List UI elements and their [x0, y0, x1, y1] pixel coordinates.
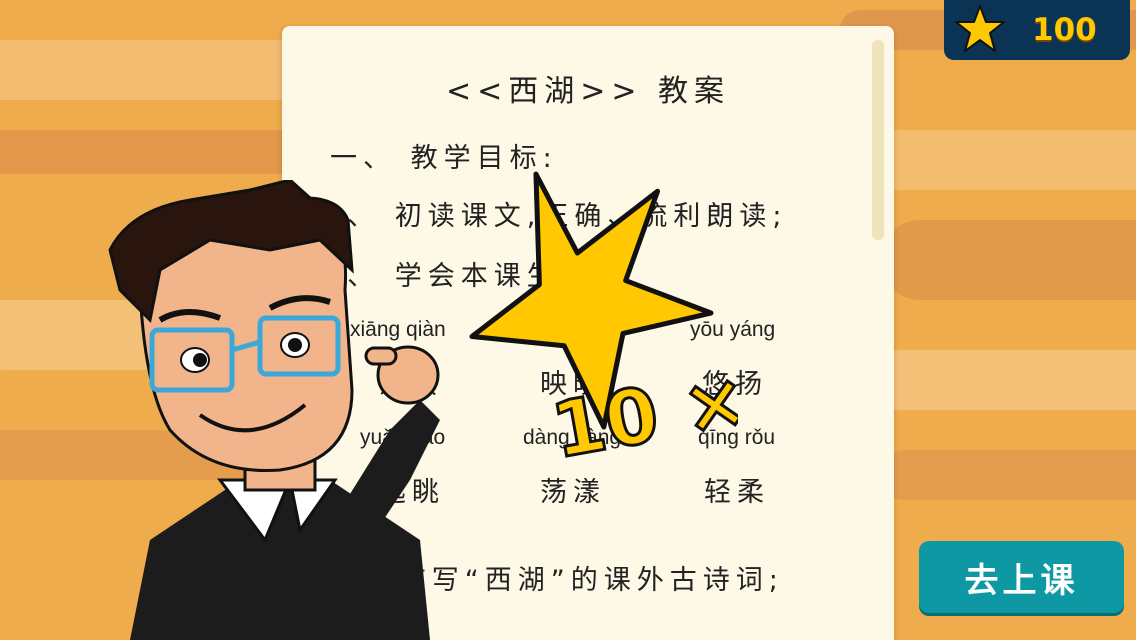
star-icon — [469, 171, 714, 430]
scrollbar[interactable] — [872, 40, 884, 240]
pinyin-5: dàng yàng — [523, 426, 622, 449]
star-icon — [955, 5, 1005, 52]
go-to-class-button[interactable]: 去上课 — [919, 541, 1124, 613]
teacher-character — [108, 180, 440, 640]
pinyin-1: xiāng qiàn — [350, 318, 446, 341]
section-heading: 一、 教学目标: — [330, 143, 558, 174]
reward-star: 10 × — [469, 171, 738, 477]
pinyin-6: qīng rǒu — [698, 426, 776, 449]
vocab-word-6: 轻柔 — [704, 477, 770, 508]
pinyin-3: yōu yáng — [690, 318, 776, 341]
document-title: <<西湖>> 教案 — [445, 74, 731, 109]
vocab-word-3: 悠扬 — [702, 369, 768, 400]
score-panel: 100 — [944, 0, 1130, 60]
score-value: 100 — [1032, 12, 1097, 48]
vocab-word-5: 荡漾 — [540, 477, 606, 508]
